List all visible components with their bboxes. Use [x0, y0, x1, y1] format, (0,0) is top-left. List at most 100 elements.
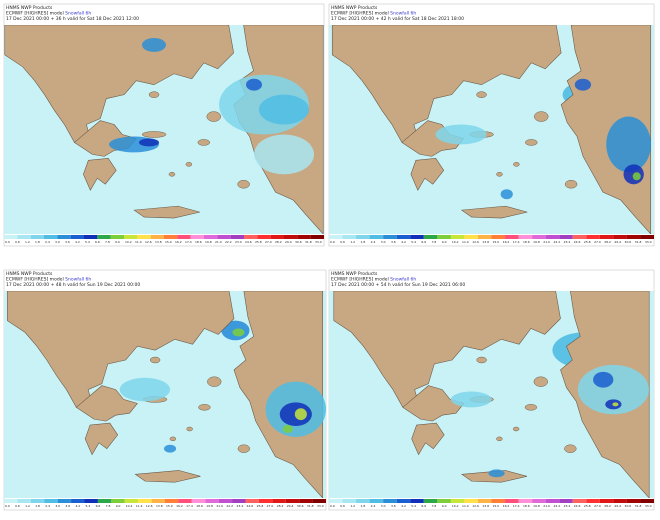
colorbar-label: 1.2: [25, 240, 30, 244]
colorbar-swatch: [383, 499, 397, 503]
colorbar-swatch: [97, 235, 111, 239]
model-label: ECMWF [HIGHRES] model Snowfall 6h: [331, 11, 416, 17]
product-name: Snowfall 6h: [65, 11, 91, 17]
snow-area: [282, 425, 293, 433]
colorbar-swatch: [383, 235, 397, 239]
colorbar-swatch: [124, 499, 139, 503]
colorbar-swatch: [599, 235, 614, 239]
product-name: Snowfall 6h: [390, 11, 416, 17]
colorbar-label: 24.6: [574, 240, 581, 244]
colorbar-label: 0.6: [15, 240, 20, 244]
colorbar-label: 2.4: [45, 240, 50, 244]
colorbar-label: 29.4: [614, 240, 621, 244]
colorbar-label: 29.4: [287, 504, 294, 508]
snow-area: [593, 371, 614, 388]
colorbar-swatch: [423, 235, 438, 239]
colorbar-swatch: [44, 235, 58, 239]
colorbar-swatch: [244, 235, 258, 239]
colorbar-label: 15.0: [493, 504, 500, 508]
model-name: ECMWF [HIGHRES] model: [331, 277, 389, 283]
colorbar-label: 4.2: [75, 504, 80, 508]
colorbar-swatch: [396, 499, 411, 503]
colorbar-swatch: [111, 499, 125, 503]
colorbar-label: 31.8: [635, 504, 642, 508]
colorbar-label: 2.4: [371, 240, 376, 244]
colorbar-label: 13.8: [482, 240, 489, 244]
colorbar-label: 13.8: [155, 240, 162, 244]
colorbar-label: 1.8: [360, 240, 365, 244]
colorbar-swatch: [559, 235, 573, 239]
colorbar-label: 2.4: [45, 504, 50, 508]
colorbar-swatch: [230, 235, 244, 239]
colorbar-label: 21.0: [216, 504, 223, 508]
colorbar-swatch: [410, 499, 424, 503]
colorbar-swatch: [505, 235, 519, 239]
colorbar-label: 7.8: [106, 504, 111, 508]
colorbar-label: 25.8: [584, 240, 591, 244]
run-label: 17 Dec 2021 00:00 + 36 h valid for Sat 1…: [6, 16, 139, 22]
colorbar-label: 18.6: [196, 504, 203, 508]
snow-area: [232, 328, 245, 337]
snow-area: [435, 124, 487, 145]
colorbar-swatch: [342, 499, 357, 503]
model-name: ECMWF [HIGHRES] model: [6, 11, 64, 17]
colorbar-swatch: [4, 499, 18, 503]
colorbar-label: 33.0: [317, 504, 324, 508]
run-label: 17 Dec 2021 00:00 + 54 h valid for Sun 1…: [331, 282, 465, 288]
colorbar-label: 0.0: [5, 240, 10, 244]
colorbar-label: 11.4: [135, 240, 142, 244]
colorbar-label: 23.4: [564, 504, 571, 508]
product-name: Snowfall 6h: [390, 277, 416, 283]
source-label: HNMS NWP Products: [331, 5, 378, 11]
colorbar-label: 13.8: [156, 504, 163, 508]
colorbar-label: 1.8: [360, 504, 365, 508]
colorbar-label: 24.6: [574, 504, 581, 508]
colorbar-swatch: [572, 499, 587, 503]
colorbar-label: 9.0: [116, 504, 121, 508]
colorbar-label: 4.2: [75, 240, 80, 244]
colorbar-swatch: [272, 499, 286, 503]
colorbar-label: 23.4: [236, 504, 243, 508]
snow-area: [246, 78, 262, 91]
colorbar-swatch: [572, 235, 587, 239]
colorbar-swatch: [70, 235, 84, 239]
map-area: [329, 25, 654, 234]
colorbar-label: 4.2: [401, 504, 406, 508]
colorbar-label: 19.8: [533, 504, 540, 508]
colorbar-label: 21.0: [543, 240, 550, 244]
colorbar-label: 25.8: [255, 240, 262, 244]
colorbar-swatch: [165, 499, 179, 503]
colorbar-label: 13.8: [482, 504, 489, 508]
snow-area: [294, 408, 307, 421]
colorbar-label: 5.4: [411, 240, 416, 244]
colorbar-swatch: [369, 235, 384, 239]
colorbar-swatch: [464, 499, 478, 503]
colorbar-label: 22.2: [225, 240, 232, 244]
colorbar-swatch: [217, 235, 231, 239]
colorbar-label: 6.6: [421, 504, 426, 508]
colorbar-label: 3.0: [381, 504, 386, 508]
colorbar-label: 10.2: [452, 504, 459, 508]
colorbar-label: 0.0: [330, 504, 335, 508]
snow-area: [488, 469, 505, 478]
colorbar-swatch: [545, 235, 560, 239]
colorbar-swatch: [505, 499, 519, 503]
colorbar-swatch: [329, 499, 343, 503]
colorbar-swatch: [218, 499, 233, 503]
colorbar-label: 28.2: [275, 240, 282, 244]
colorbar-swatch: [205, 499, 219, 503]
colorbar-label: 33.0: [645, 504, 652, 508]
colorbar-swatch: [190, 235, 204, 239]
colorbar-label: 12.6: [146, 504, 153, 508]
colorbar-label: 1.2: [25, 504, 30, 508]
snow-area: [142, 37, 166, 52]
snow-area: [450, 391, 492, 408]
colorbar-swatch: [613, 499, 627, 503]
colorbar-label: 12.6: [145, 240, 152, 244]
colorbar-label: 12.6: [472, 240, 479, 244]
colorbar-label: 25.8: [257, 504, 264, 508]
colorbar-swatch: [477, 499, 492, 503]
colorbar-label: 23.4: [564, 240, 571, 244]
colorbar-label: 29.4: [285, 240, 292, 244]
